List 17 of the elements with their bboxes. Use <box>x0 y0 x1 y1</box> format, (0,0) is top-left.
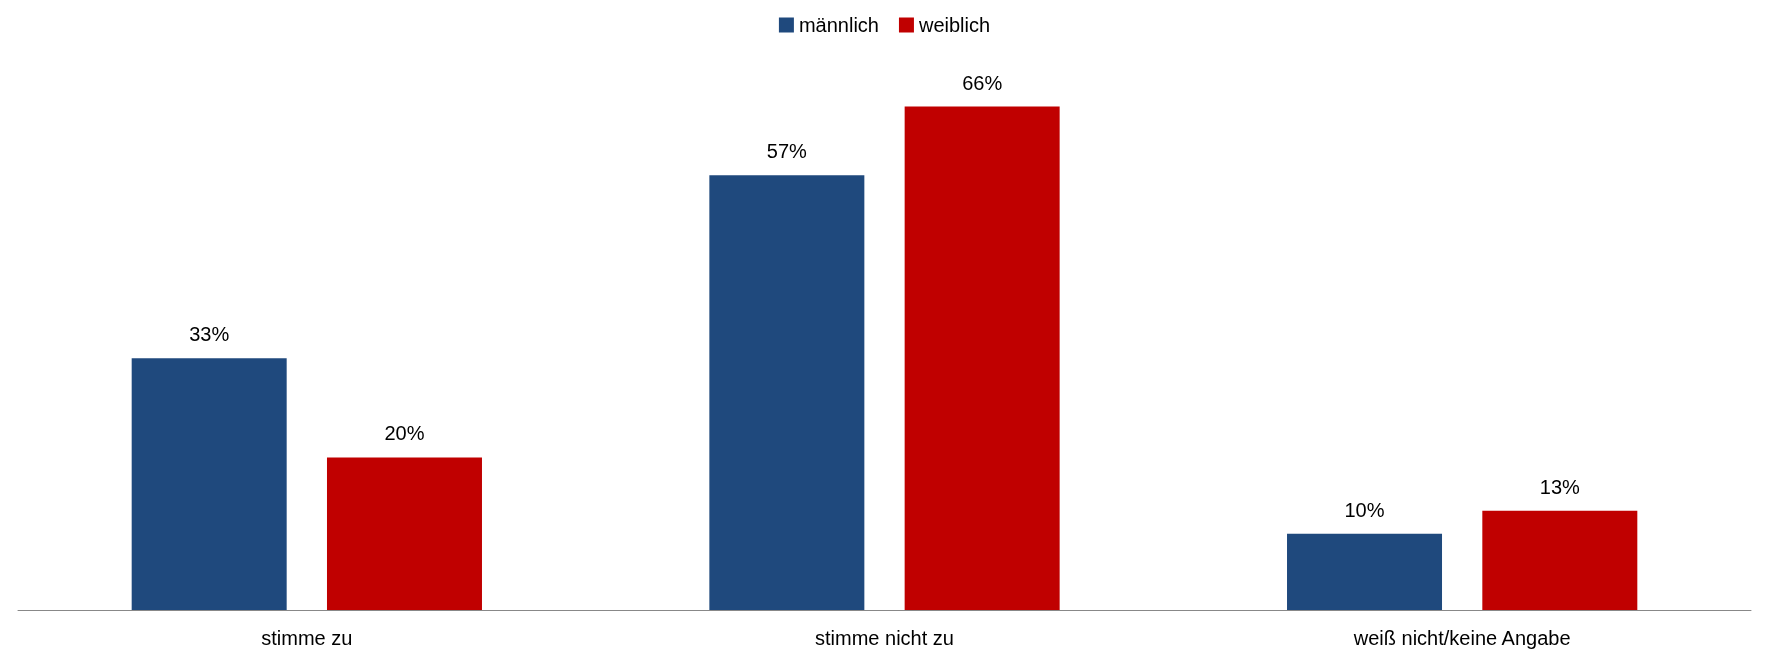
x-tick-label: stimme nicht zu <box>815 627 954 649</box>
x-tick-label: weiß nicht/keine Angabe <box>1352 627 1571 649</box>
legend-label: männlich <box>798 14 879 36</box>
data-label: 10% <box>1344 498 1385 521</box>
bar <box>709 175 865 610</box>
bar <box>1287 533 1443 610</box>
bar <box>131 358 287 610</box>
data-label: 57% <box>766 140 808 163</box>
data-label: 20% <box>384 422 425 445</box>
data-label: 66% <box>962 71 1003 94</box>
x-tick-label: stimme zu <box>261 627 353 649</box>
bar <box>904 106 1060 610</box>
data-label: 13% <box>1539 475 1581 498</box>
bar <box>326 457 482 610</box>
bar <box>1482 510 1638 610</box>
legend-label: weiblich <box>917 14 991 36</box>
data-label: 33% <box>189 323 230 346</box>
